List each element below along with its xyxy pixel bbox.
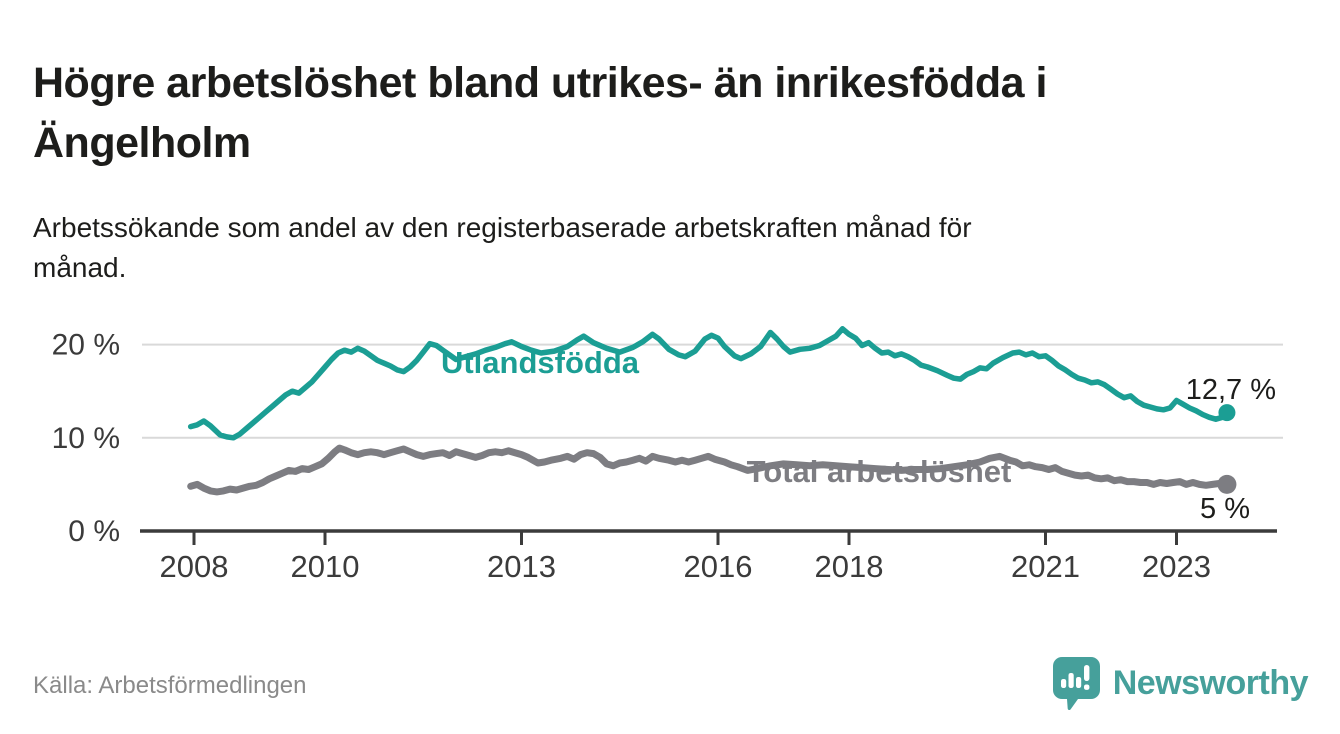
- y-tick-label-10: 10 %: [52, 422, 120, 455]
- x-axis: [140, 529, 1277, 545]
- series-label-total: Total arbetslöshet: [747, 454, 1012, 489]
- newsworthy-logo[interactable]: Newsworthy: [1052, 656, 1309, 710]
- newsworthy-bubble-icon: [1052, 657, 1100, 710]
- x-tick-label-2021: 2021: [1011, 549, 1080, 584]
- bar-icon-mid: [1075, 677, 1081, 688]
- series-line-utlandsfodda: [187, 326, 1230, 441]
- chart-subtitle: Arbetssökande som andel av den registerb…: [33, 208, 1273, 288]
- x-tick-label-2010: 2010: [291, 549, 360, 584]
- x-tick-label-2008: 2008: [160, 549, 229, 584]
- series-end-dot-utlandsfodda: [1218, 404, 1236, 422]
- end-value-label-total: 5 %: [1200, 493, 1250, 525]
- y-tick-label-0: 0 %: [68, 515, 120, 548]
- y-tick-label-20: 20 %: [52, 329, 120, 362]
- page-title: Högre arbetslöshet bland utrikes- än inr…: [33, 53, 1313, 173]
- gridlines: [142, 343, 1283, 439]
- chart-labels: 20 % 10 % 0 % 2008 2010 2013 2016 2018 2021 2023 U…: [52, 329, 1276, 584]
- source-caption: Källa: Arbetsförmedlingen: [33, 672, 307, 699]
- bar-icon-short: [1060, 679, 1066, 688]
- title-line-1: Högre arbetslöshet bland utrikes- än inr…: [33, 58, 1047, 107]
- brand-wordmark: Newsworthy: [1112, 663, 1309, 702]
- title-line-2: Ängelholm: [33, 118, 251, 167]
- exclamation-icon-dot: [1083, 684, 1090, 690]
- series-line-total: [187, 444, 1231, 496]
- subtitle-line-2: månad.: [33, 252, 127, 283]
- series-label-utlandsfodda: Utlandsfödda: [441, 345, 640, 380]
- x-tick-label-2023: 2023: [1142, 549, 1211, 584]
- subtitle-line-1: Arbetssökande som andel av den registerb…: [33, 212, 972, 243]
- x-tick-label-2013: 2013: [487, 549, 556, 584]
- x-tick-label-2018: 2018: [815, 549, 884, 584]
- series-end-dot-total: [1217, 474, 1237, 494]
- exclamation-icon-bar: [1083, 665, 1090, 681]
- bar-icon-tall: [1068, 673, 1074, 688]
- data-series: [187, 326, 1237, 496]
- end-value-label-utlandsfodda: 12,7 %: [1186, 374, 1276, 406]
- x-tick-label-2016: 2016: [684, 549, 753, 584]
